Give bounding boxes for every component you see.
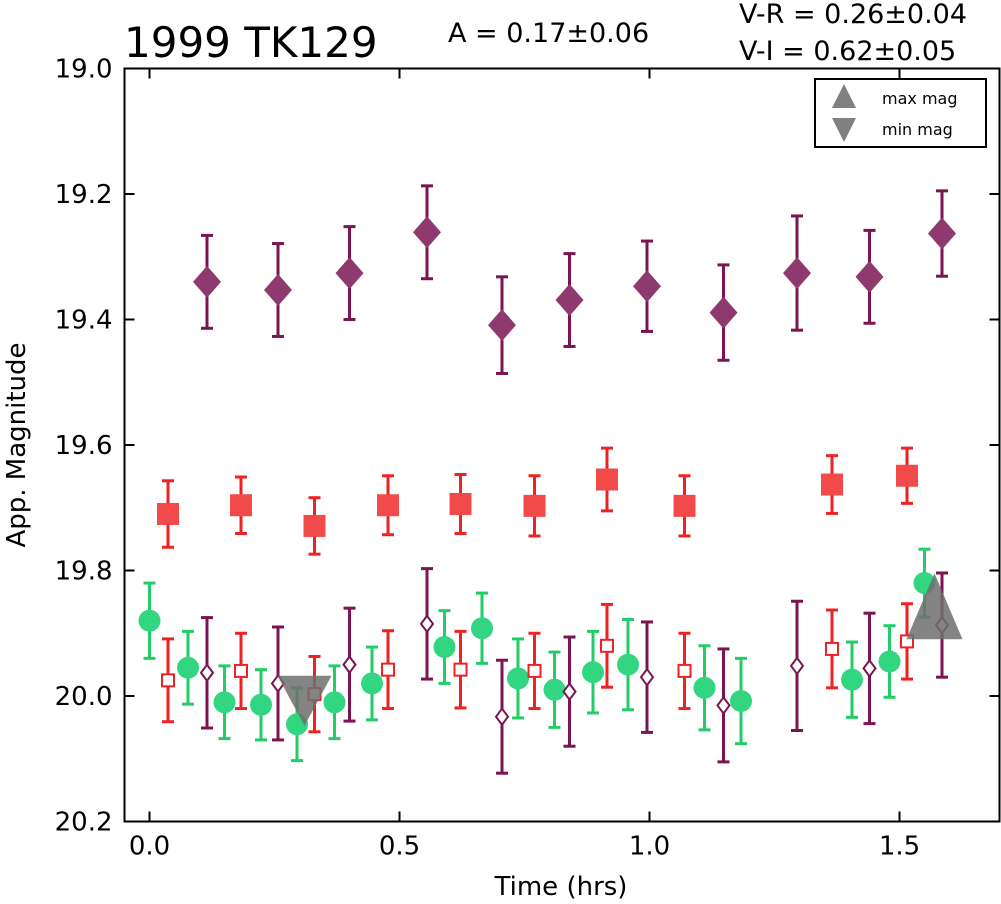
data-point-open-diamond (419, 614, 435, 634)
data-point-circle (323, 691, 346, 714)
data-point-square (523, 494, 546, 517)
data-point-square (673, 494, 696, 517)
legend-label-min-mag: min mag (882, 120, 953, 139)
y-tick-label: 20.2 (55, 808, 113, 838)
data-point-diamond (855, 260, 884, 293)
data-point-open-square (677, 663, 692, 678)
data-point-square (896, 464, 918, 487)
data-point-circle (250, 693, 272, 716)
plot-marks (138, 184, 956, 775)
data-point-diamond (928, 217, 956, 250)
data-point-open-square (527, 663, 542, 678)
data-point-circle (507, 667, 529, 690)
x-tick-label: 0.5 (379, 832, 420, 862)
data-point-circle (177, 656, 199, 679)
data-point-diamond (264, 274, 292, 307)
y-axis-label: App. Magnitude (2, 342, 32, 547)
data-point-open-square (600, 638, 614, 653)
min-mag-marker (277, 675, 332, 726)
legend-down-triangle-icon (832, 118, 856, 142)
color-index-v-r: V-R = 0.26±0.04 (739, 0, 967, 30)
data-point-circle (213, 691, 236, 714)
data-point-diamond (413, 216, 441, 249)
extrema-markers (277, 573, 963, 726)
x-tick-label: 0.0 (129, 832, 170, 862)
data-point-open-diamond (342, 654, 357, 675)
color-index-v-i: V-I = 0.62±0.05 (739, 36, 956, 67)
data-point-diamond (633, 270, 661, 303)
data-point-open-diamond (789, 656, 805, 676)
y-tick-label: 19.4 (55, 306, 113, 336)
data-point-diamond (335, 257, 364, 290)
legend-up-triangle-icon (832, 84, 856, 108)
data-point-diamond (555, 284, 584, 317)
data-point-diamond (488, 309, 516, 342)
amplitude-label: A = 0.17±0.06 (448, 18, 649, 49)
data-point-open-diamond (199, 663, 215, 683)
data-point-square (377, 494, 399, 517)
x-axis-ticks: 0.0 0.5 1.0 1.5 (129, 68, 920, 862)
data-point-open-diamond (494, 707, 510, 727)
data-point-circle (543, 678, 566, 701)
max-mag-marker (906, 573, 963, 640)
data-point-open-diamond (716, 695, 731, 716)
legend-label-max-mag: max mag (882, 89, 958, 108)
data-point-open-diamond (639, 667, 655, 687)
data-point-square (157, 503, 179, 526)
data-point-circle (617, 653, 639, 676)
data-point-circle (693, 676, 716, 699)
data-point-open-diamond (562, 681, 577, 702)
data-point-square (230, 494, 252, 517)
data-point-diamond (193, 265, 221, 298)
data-point-open-square (381, 662, 395, 677)
x-tick-label: 1.5 (879, 832, 920, 862)
data-point-square (449, 492, 472, 515)
y-tick-label: 20.0 (55, 682, 113, 712)
data-point-circle (730, 690, 752, 713)
data-point-circle (138, 609, 161, 632)
data-point-square (596, 468, 618, 491)
data-point-open-square (161, 673, 175, 688)
legend: max mag min mag (814, 78, 987, 148)
data-point-circle (841, 668, 863, 691)
data-point-open-diamond (862, 658, 877, 679)
chart-title: 1999 TK129 (124, 18, 378, 67)
data-point-diamond (709, 296, 738, 329)
y-tick-label: 19.2 (55, 180, 113, 210)
data-point-open-square (825, 641, 839, 656)
y-tick-label: 19.0 (55, 55, 113, 85)
data-point-circle (471, 617, 493, 640)
data-point-square (303, 514, 326, 537)
data-point-circle (878, 650, 901, 673)
x-axis-label: Time (hrs) (494, 872, 628, 902)
data-point-diamond (783, 257, 811, 290)
x-tick-label: 1.0 (629, 832, 670, 862)
y-tick-label: 19.6 (55, 431, 113, 461)
data-point-open-square (234, 663, 248, 678)
data-point-square (821, 473, 843, 496)
data-point-circle (582, 661, 604, 684)
data-point-circle (433, 636, 456, 659)
data-point-circle (361, 672, 383, 695)
data-point-open-square (453, 662, 468, 677)
y-axis-ticks: 19.0 19.2 19.4 19.6 19.8 20.0 20.2 (55, 55, 1000, 838)
y-tick-label: 19.8 (55, 557, 113, 587)
